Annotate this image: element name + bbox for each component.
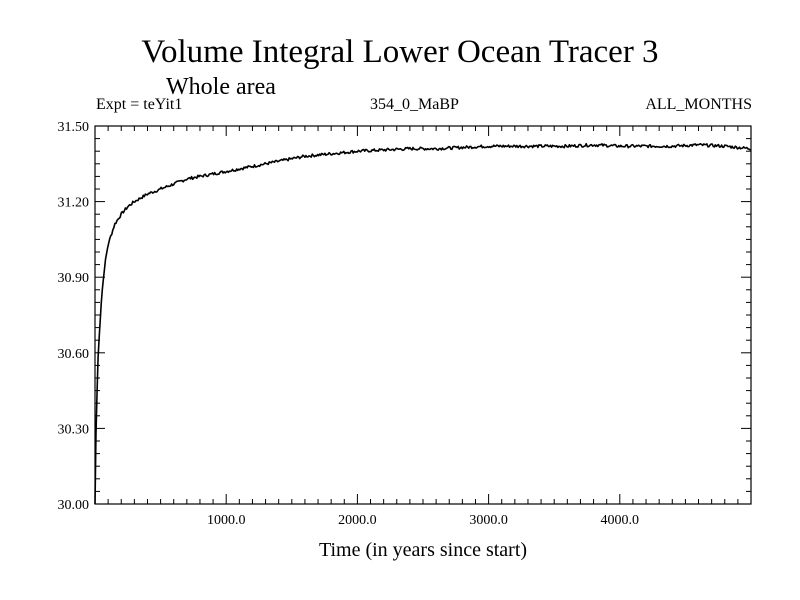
x-tick-label: 1000.0 bbox=[207, 513, 246, 528]
experiment-label: Expt = teYit1 bbox=[96, 96, 183, 113]
chart-title: Volume Integral Lower Ocean Tracer 3 bbox=[141, 34, 659, 70]
x-axis-label: Time (in years since start) bbox=[319, 539, 527, 561]
y-tick-label: 31.50 bbox=[58, 120, 90, 135]
axis-ticks bbox=[95, 126, 751, 504]
chart-subtitle: Whole area bbox=[166, 74, 276, 100]
plot-frame bbox=[94, 125, 752, 505]
y-tick-label: 30.90 bbox=[58, 271, 90, 286]
period-label: 354_0_MaBP bbox=[370, 96, 459, 113]
y-tick-label: 31.20 bbox=[58, 196, 90, 211]
y-tick-label: 30.30 bbox=[58, 422, 90, 437]
x-tick-label: 2000.0 bbox=[338, 513, 377, 528]
axis-tick-labels: 1000.0 2000.0 3000.0 4000.0 30.00 30.30 30.60 3… bbox=[58, 120, 640, 528]
data-series-line bbox=[94, 142, 752, 505]
x-tick-label: 3000.0 bbox=[469, 513, 508, 528]
x-tick-label: 4000.0 bbox=[601, 513, 640, 528]
months-label: ALL_MONTHS bbox=[645, 96, 752, 113]
y-tick-label: 30.60 bbox=[58, 347, 90, 362]
y-tick-label: 30.00 bbox=[58, 498, 90, 513]
